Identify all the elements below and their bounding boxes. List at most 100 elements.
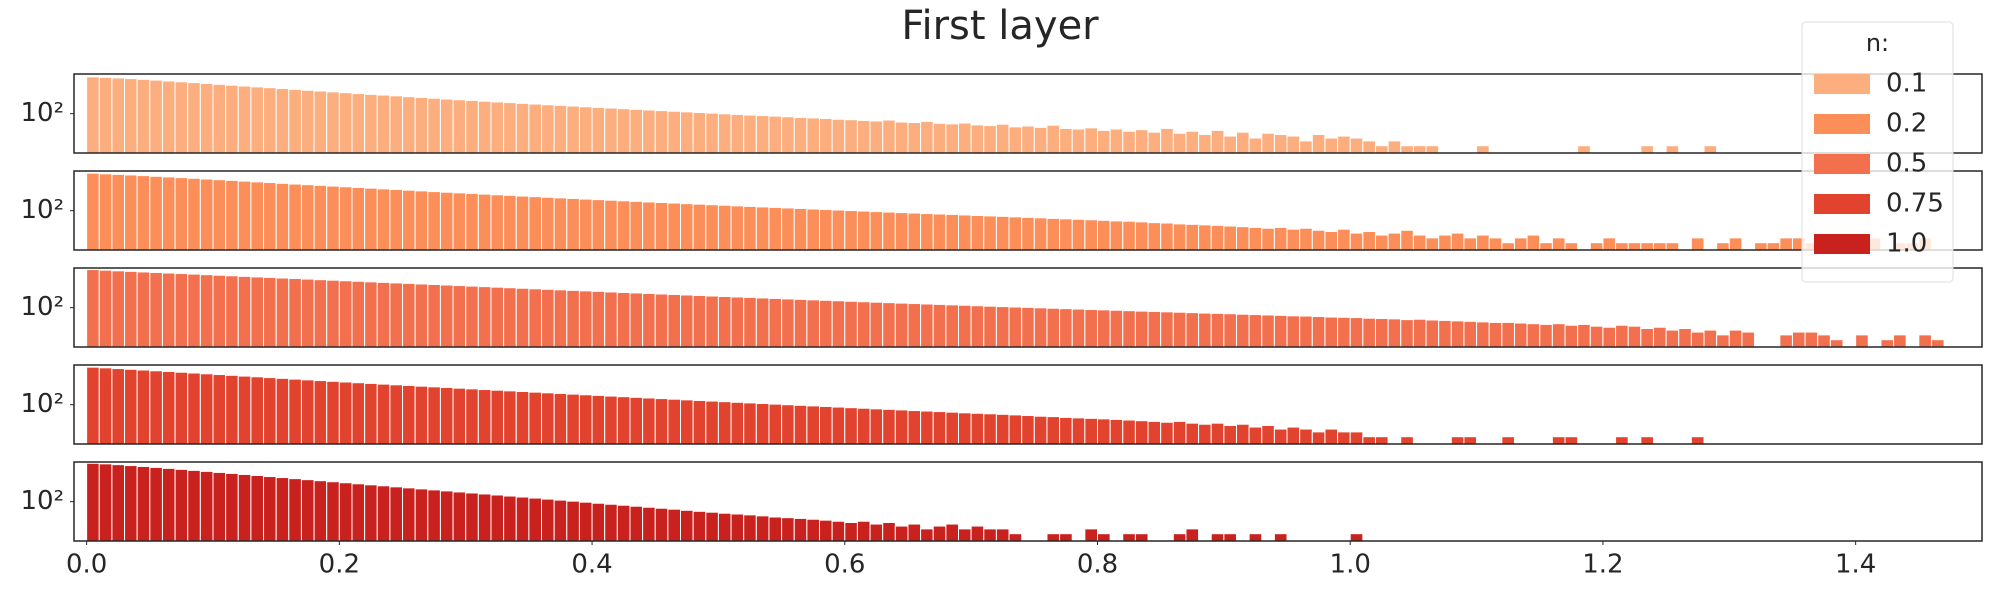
bar bbox=[629, 108, 644, 154]
bar bbox=[806, 117, 821, 154]
bar bbox=[1564, 324, 1579, 348]
bar bbox=[781, 116, 795, 154]
bar bbox=[1311, 134, 1326, 154]
bar bbox=[1008, 216, 1023, 251]
bar bbox=[680, 509, 694, 542]
bar bbox=[149, 175, 163, 251]
bar bbox=[187, 177, 201, 251]
bar bbox=[882, 211, 896, 251]
bar bbox=[958, 214, 972, 251]
bar bbox=[983, 125, 997, 154]
bar bbox=[452, 491, 467, 542]
bar bbox=[1412, 145, 1427, 154]
bar bbox=[932, 122, 947, 154]
bar bbox=[616, 291, 631, 348]
bar bbox=[1640, 436, 1654, 445]
bar bbox=[983, 528, 997, 542]
bar bbox=[1286, 135, 1301, 154]
x-tick-label: 0.6 bbox=[824, 550, 865, 580]
bar bbox=[1463, 320, 1478, 348]
bar bbox=[389, 486, 404, 542]
bar bbox=[932, 411, 947, 445]
bar bbox=[300, 184, 315, 251]
bar bbox=[1716, 242, 1730, 251]
bar bbox=[667, 293, 682, 348]
bar bbox=[225, 179, 239, 251]
panel-bars bbox=[86, 269, 1945, 348]
bar bbox=[250, 181, 265, 251]
bar bbox=[263, 476, 277, 542]
bar bbox=[1071, 417, 1086, 445]
bar bbox=[490, 389, 505, 445]
bar bbox=[1450, 436, 1465, 445]
bar bbox=[199, 178, 214, 251]
bar bbox=[1210, 129, 1225, 154]
bar bbox=[1008, 414, 1023, 445]
y-tick-label: 10² bbox=[20, 486, 64, 516]
bar bbox=[1728, 329, 1743, 348]
bar bbox=[553, 104, 568, 154]
bar bbox=[1374, 318, 1389, 348]
bar bbox=[844, 210, 858, 251]
bar bbox=[212, 374, 227, 445]
bar bbox=[1185, 528, 1200, 542]
bar bbox=[1513, 237, 1528, 251]
bar bbox=[932, 525, 947, 542]
bar bbox=[439, 284, 454, 348]
bar bbox=[793, 517, 808, 542]
bar bbox=[1147, 222, 1162, 251]
bar bbox=[313, 279, 328, 348]
bar bbox=[1387, 318, 1402, 348]
bar bbox=[1564, 436, 1579, 445]
bar bbox=[515, 390, 530, 445]
bar bbox=[1387, 140, 1402, 154]
bar bbox=[692, 112, 707, 154]
bar bbox=[1021, 306, 1035, 348]
bar bbox=[326, 481, 340, 542]
bar bbox=[1223, 135, 1237, 154]
bar bbox=[1362, 436, 1376, 445]
bar bbox=[1096, 533, 1111, 542]
bar bbox=[995, 215, 1010, 251]
bar bbox=[882, 119, 896, 154]
legend-label: 0.1 bbox=[1886, 69, 1927, 99]
bar bbox=[1918, 334, 1932, 348]
bar bbox=[174, 81, 189, 154]
bar bbox=[920, 528, 934, 542]
bar bbox=[364, 281, 378, 348]
x-tick-label: 0.8 bbox=[1077, 550, 1118, 580]
bar bbox=[288, 183, 302, 251]
bar bbox=[958, 304, 972, 348]
bar bbox=[1109, 418, 1124, 445]
bar bbox=[338, 280, 353, 348]
bar bbox=[1210, 533, 1225, 542]
bar bbox=[869, 211, 884, 251]
bar bbox=[364, 187, 378, 251]
bar bbox=[806, 208, 821, 251]
bar bbox=[1602, 237, 1617, 251]
bar bbox=[376, 485, 391, 542]
bar bbox=[553, 499, 568, 542]
bar bbox=[351, 280, 366, 348]
bar bbox=[819, 519, 833, 542]
bar bbox=[263, 182, 277, 251]
bar bbox=[187, 273, 201, 348]
bar bbox=[1374, 145, 1389, 154]
bar bbox=[288, 88, 302, 154]
bar bbox=[591, 394, 606, 445]
bar bbox=[149, 79, 163, 154]
bar bbox=[1640, 328, 1654, 348]
bar bbox=[1122, 419, 1136, 445]
bar bbox=[515, 496, 530, 542]
bar bbox=[351, 186, 366, 251]
bar bbox=[793, 404, 808, 445]
bar bbox=[414, 96, 429, 154]
bar bbox=[1438, 234, 1452, 251]
bar bbox=[958, 122, 972, 154]
bar bbox=[477, 100, 492, 154]
bar bbox=[730, 205, 745, 251]
bar bbox=[161, 80, 176, 154]
bar bbox=[237, 180, 252, 251]
bar bbox=[692, 203, 707, 251]
bar bbox=[1021, 415, 1035, 445]
